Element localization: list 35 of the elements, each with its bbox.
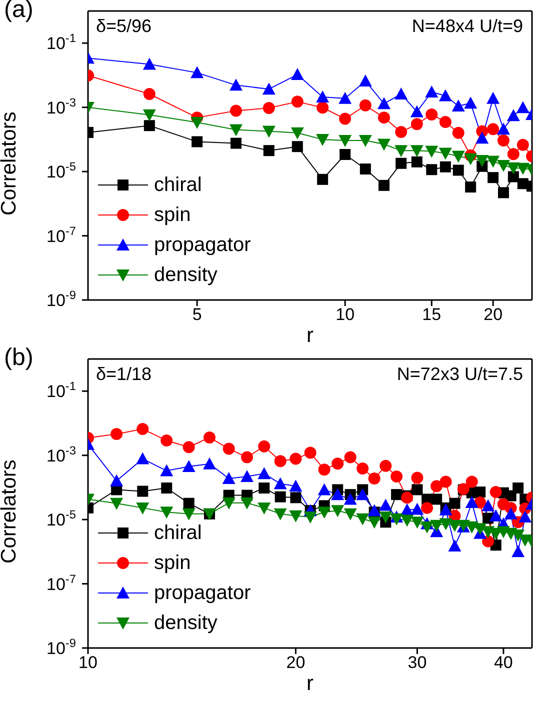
y-tick-label: 10$^{-9}$: [46, 636, 76, 658]
legend-label: propagator: [154, 582, 251, 604]
legend-label: chiral: [154, 174, 202, 196]
y-axis-title: Correlators: [0, 460, 20, 564]
legend-label: density: [154, 264, 218, 286]
legend-label: spin: [154, 552, 191, 574]
annotation: N=72x3 U/t=7.5: [396, 364, 523, 385]
y-axis-title: Correlators: [0, 112, 20, 216]
x-tick-label: 5: [192, 305, 202, 324]
x-axis-title: r: [306, 672, 314, 695]
annotation: δ=1/18: [96, 364, 152, 385]
legend-label: density: [154, 612, 218, 634]
chart-title: (b): [4, 344, 34, 372]
legend-label: propagator: [154, 234, 251, 256]
x-tick-label: 20: [484, 305, 503, 324]
x-tick-label: 40: [494, 653, 513, 672]
y-tick-label: 10$^{-1}$: [46, 31, 76, 54]
x-tick-label: 15: [422, 305, 442, 324]
y-tick-label: 10$^{-5}$: [46, 160, 76, 182]
y-tick-label: 10$^{-7}$: [46, 572, 76, 594]
y-tick-label: 10$^{-5}$: [46, 508, 76, 530]
x-tick-label: 20: [286, 653, 306, 672]
y-tick-label: 10$^{-3}$: [46, 443, 76, 466]
annotation: δ=5/96: [96, 16, 152, 37]
x-tick-label: 30: [408, 653, 427, 672]
x-tick-label: 10: [336, 305, 355, 324]
annotation: N=48x4 U/t=9: [412, 16, 523, 37]
legend-label: chiral: [154, 522, 202, 544]
y-tick-label: 10$^{-9}$: [46, 288, 76, 310]
legend-label: spin: [154, 204, 191, 226]
y-tick-label: 10$^{-3}$: [46, 95, 76, 118]
x-axis-title: r: [306, 324, 314, 347]
y-tick-label: 10$^{-7}$: [46, 224, 76, 246]
y-tick-label: 10$^{-1}$: [46, 379, 76, 402]
x-tick-label: 10: [78, 653, 98, 672]
